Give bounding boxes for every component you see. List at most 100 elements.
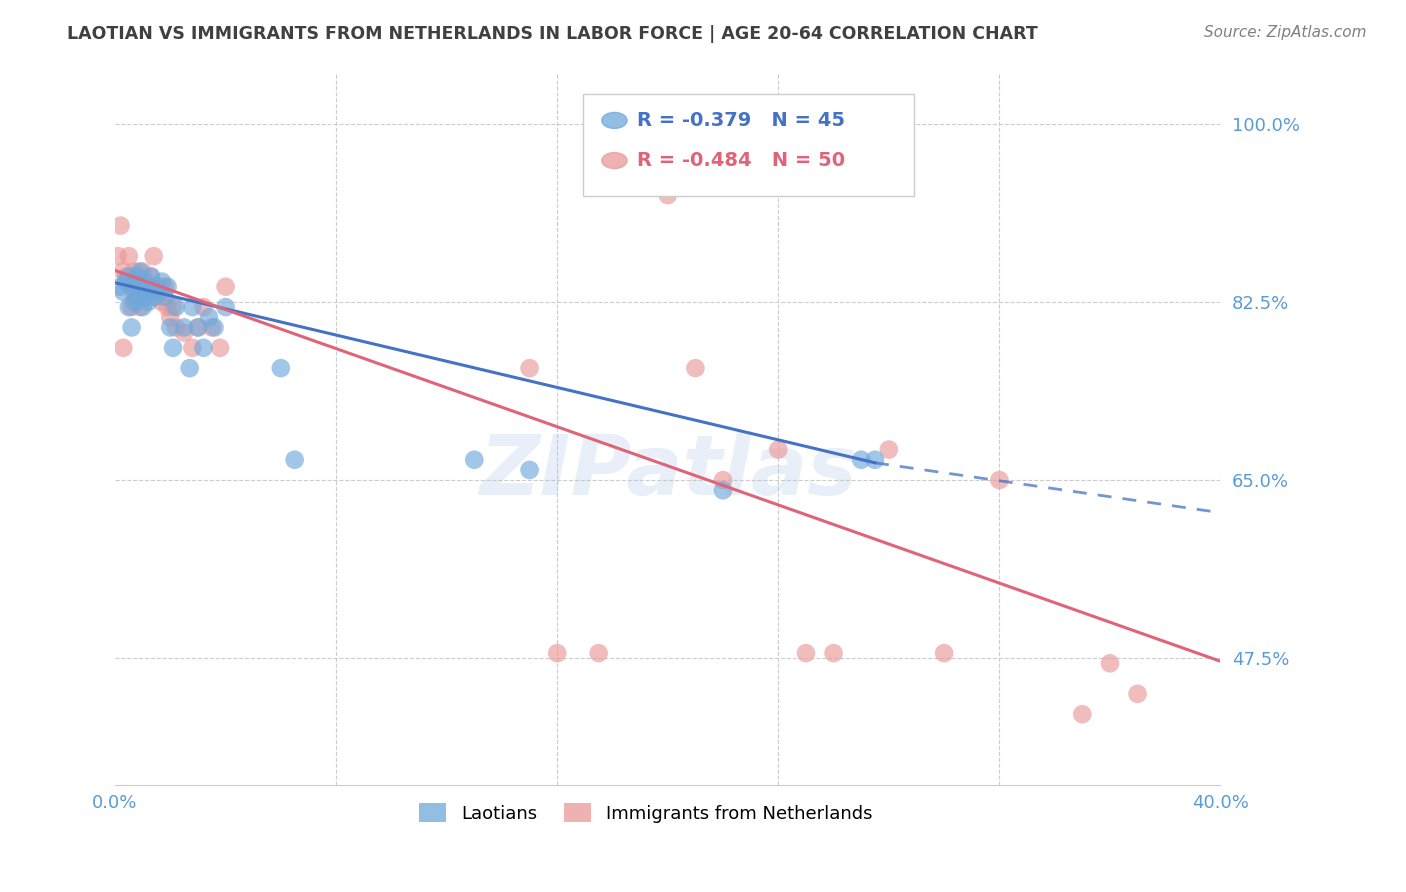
Point (193, 300, 215, 314)
Point (128, 264, 150, 278)
Point (988, 473, 1011, 487)
Point (121, 279, 143, 293)
Point (823, 646, 845, 660)
Point (193, 341, 215, 355)
Point (128, 285, 150, 299)
Point (131, 264, 153, 278)
Point (162, 341, 184, 355)
Point (131, 290, 153, 304)
Point (204, 320, 226, 334)
Point (519, 361, 541, 376)
Point (136, 295, 159, 310)
Point (110, 219, 132, 233)
Point (127, 269, 149, 284)
Point (173, 320, 195, 334)
Point (115, 269, 138, 284)
Point (159, 320, 181, 334)
Point (134, 279, 156, 293)
Point (139, 285, 162, 299)
Point (181, 300, 204, 314)
Point (201, 320, 224, 334)
Point (136, 285, 159, 299)
Point (127, 269, 149, 284)
Point (214, 300, 236, 314)
Point (179, 361, 201, 376)
Point (121, 279, 143, 293)
Point (112, 285, 135, 299)
Point (711, 473, 734, 487)
Point (124, 295, 146, 310)
Point (131, 279, 153, 293)
Point (165, 300, 187, 314)
Point (198, 310, 221, 325)
Point (112, 341, 135, 355)
Point (150, 295, 173, 310)
Point (711, 483, 734, 498)
Point (121, 300, 143, 314)
Point (148, 285, 170, 299)
Point (187, 320, 209, 334)
Point (124, 264, 146, 278)
Point (128, 279, 150, 293)
Point (134, 275, 156, 289)
Point (142, 249, 165, 263)
Point (110, 279, 132, 293)
Point (118, 269, 141, 284)
Point (148, 279, 170, 293)
Point (173, 326, 195, 340)
Point (851, 452, 873, 467)
Point (150, 275, 173, 289)
Point (139, 269, 162, 284)
Point (768, 442, 790, 457)
Point (1126, 687, 1149, 701)
Point (159, 310, 181, 325)
Point (156, 279, 179, 293)
Text: R = -0.379   N = 45: R = -0.379 N = 45 (637, 111, 845, 130)
Point (863, 452, 886, 467)
Point (657, 188, 679, 202)
Point (165, 320, 187, 334)
Point (1071, 707, 1094, 722)
Point (181, 341, 204, 355)
Point (139, 269, 162, 284)
Point (546, 646, 568, 660)
Point (1098, 657, 1121, 671)
Point (270, 361, 292, 376)
Point (124, 275, 146, 289)
Point (685, 361, 707, 376)
Point (112, 264, 135, 278)
Point (284, 452, 307, 467)
Point (127, 290, 149, 304)
Point (145, 279, 167, 293)
Point (136, 279, 159, 293)
Point (128, 300, 150, 314)
Point (208, 341, 231, 355)
Point (121, 320, 143, 334)
Point (156, 300, 179, 314)
Point (118, 300, 141, 314)
Point (153, 290, 176, 304)
Text: ZIPatlas: ZIPatlas (479, 432, 856, 513)
Point (142, 290, 165, 304)
Point (588, 646, 610, 660)
Text: Source: ZipAtlas.com: Source: ZipAtlas.com (1204, 25, 1367, 40)
Point (187, 320, 209, 334)
Point (124, 290, 146, 304)
Point (134, 290, 156, 304)
Point (214, 279, 236, 293)
Point (932, 646, 955, 660)
Point (877, 442, 900, 457)
Point (115, 275, 138, 289)
Point (153, 279, 176, 293)
Point (519, 463, 541, 477)
Text: R = -0.484   N = 50: R = -0.484 N = 50 (637, 151, 845, 170)
Point (127, 295, 149, 310)
Point (463, 452, 485, 467)
Point (118, 249, 141, 263)
Text: LAOTIAN VS IMMIGRANTS FROM NETHERLANDS IN LABOR FORCE | AGE 20-64 CORRELATION CH: LAOTIAN VS IMMIGRANTS FROM NETHERLANDS I… (67, 25, 1038, 43)
Point (131, 300, 153, 314)
Legend: Laotians, Immigrants from Netherlands: Laotians, Immigrants from Netherlands (412, 796, 879, 830)
Point (162, 300, 184, 314)
Point (107, 249, 129, 263)
Point (145, 290, 167, 304)
